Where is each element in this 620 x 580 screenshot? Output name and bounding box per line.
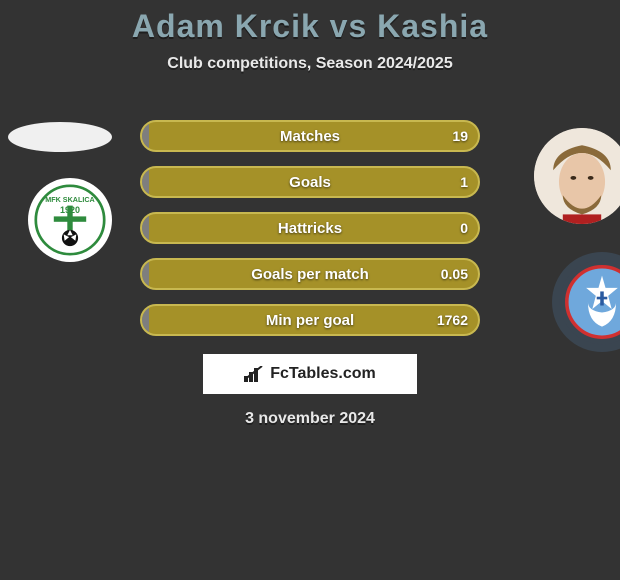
page-title: Adam Krcik vs Kashia xyxy=(0,0,620,45)
stat-bar-matches: Matches 19 xyxy=(140,120,480,152)
stats-container: Matches 19 Goals 1 Hattricks 0 Goals per… xyxy=(140,120,480,350)
date-text: 3 november 2024 xyxy=(0,410,620,428)
stat-label: Goals xyxy=(142,168,478,196)
club2-badge xyxy=(552,252,620,352)
stat-label: Goals per match xyxy=(142,260,478,288)
bars-icon xyxy=(244,366,264,382)
stat-label: Hattricks xyxy=(142,214,478,242)
page-subtitle: Club competitions, Season 2024/2025 xyxy=(0,55,620,73)
stat-label: Matches xyxy=(142,122,478,150)
club1-badge: MFK SKALICA 1920 xyxy=(28,178,112,262)
player1-avatar xyxy=(8,122,112,152)
stat-right-value: 1 xyxy=(460,168,468,196)
crest-icon xyxy=(558,258,620,346)
branding-text: FcTables.com xyxy=(270,365,376,383)
stat-right-value: 0 xyxy=(460,214,468,242)
stat-bar-goals: Goals 1 xyxy=(140,166,480,198)
player2-avatar xyxy=(534,128,620,224)
crest-icon: MFK SKALICA 1920 xyxy=(34,184,106,256)
stat-bar-hattricks: Hattricks 0 xyxy=(140,212,480,244)
stat-right-value: 19 xyxy=(452,122,468,150)
svg-text:MFK SKALICA: MFK SKALICA xyxy=(45,195,95,204)
stat-label: Min per goal xyxy=(142,306,478,334)
stat-bar-gpm: Goals per match 0.05 xyxy=(140,258,480,290)
stat-right-value: 1762 xyxy=(437,306,468,334)
branding-box: FcTables.com xyxy=(203,354,417,394)
stat-bar-mpg: Min per goal 1762 xyxy=(140,304,480,336)
stat-right-value: 0.05 xyxy=(441,260,468,288)
face-icon xyxy=(534,128,620,224)
